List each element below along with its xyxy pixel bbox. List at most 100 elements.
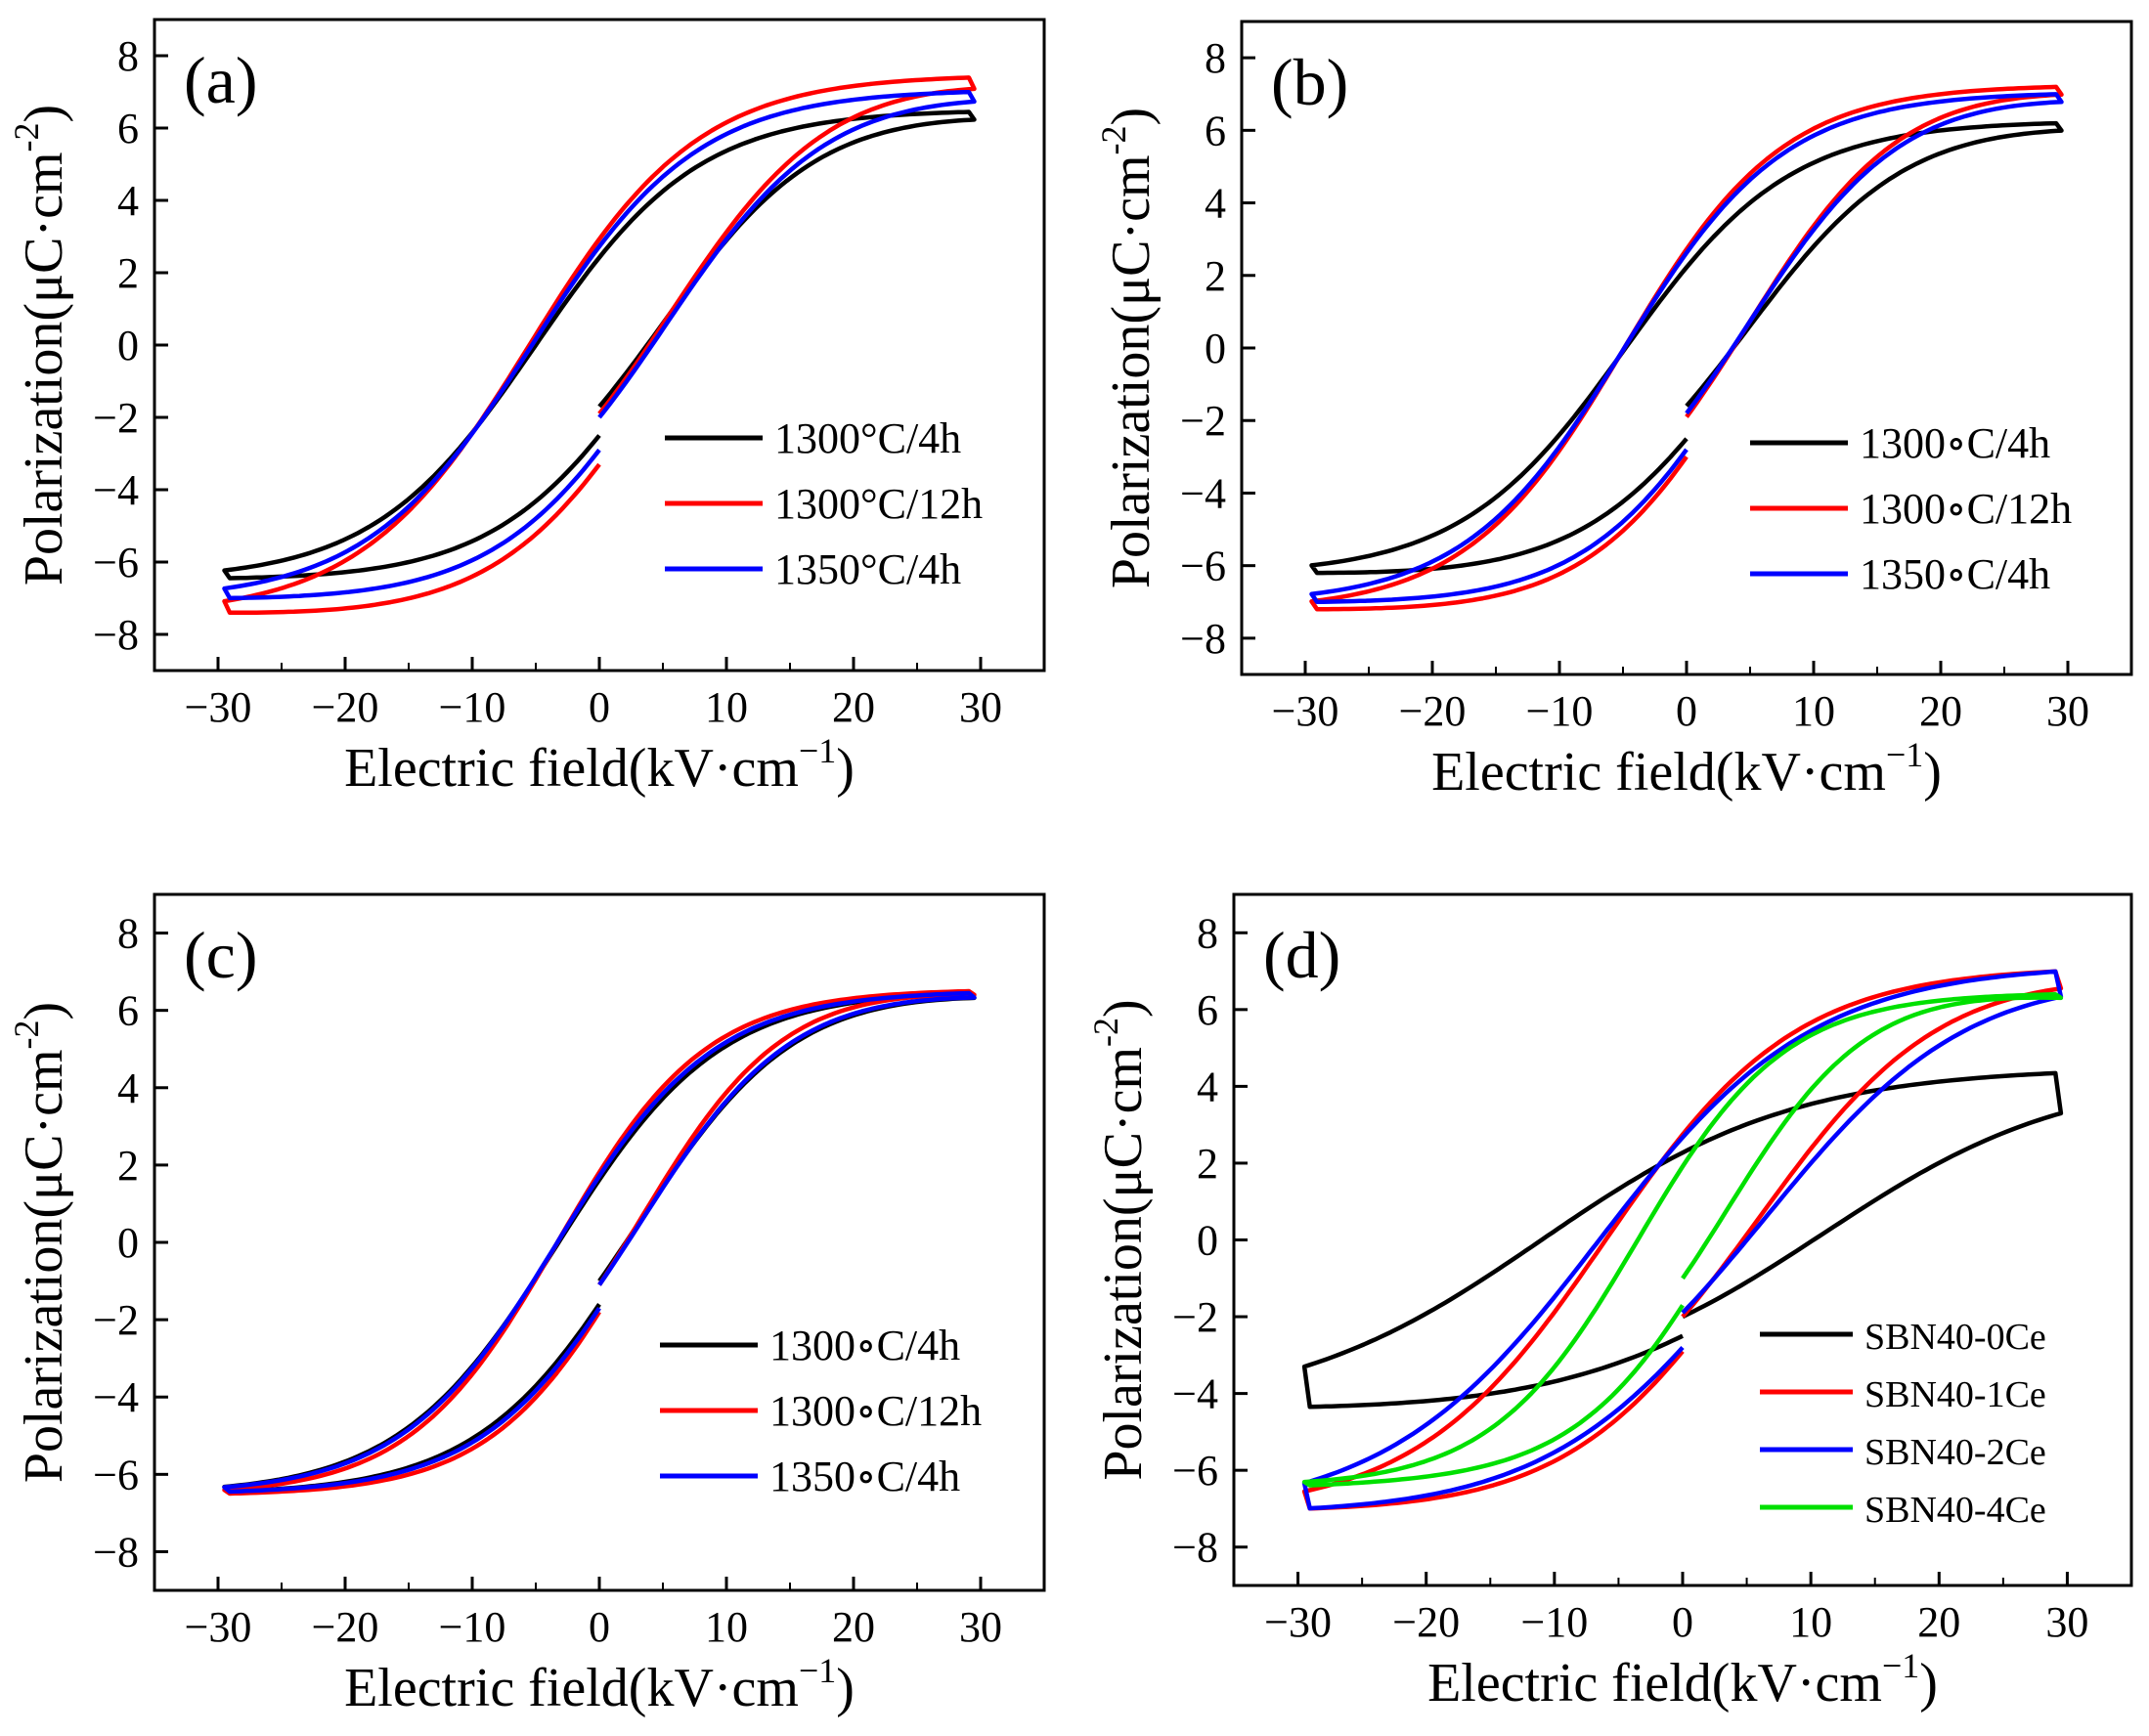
x-tick-label: 30 bbox=[2045, 1598, 2088, 1646]
y-axis-title: Polarization(μC·cm-2) bbox=[1086, 999, 1154, 1480]
x-tick-label: 30 bbox=[959, 1603, 1002, 1651]
legend-label-1: 1300°C/12h bbox=[774, 480, 983, 528]
y-tick-label: −2 bbox=[93, 1296, 139, 1344]
legend-label-1: SBN40-1Ce bbox=[1864, 1374, 2046, 1415]
x-tick-label: 10 bbox=[705, 683, 748, 731]
x-tick-label: −20 bbox=[1399, 687, 1467, 735]
y-tick-label: −6 bbox=[1180, 542, 1226, 590]
y-tick-label: −8 bbox=[93, 611, 139, 659]
y-tick-label: 4 bbox=[1197, 1063, 1218, 1110]
y-tick-label: −4 bbox=[1172, 1370, 1218, 1418]
x-tick-label: −30 bbox=[185, 683, 252, 731]
x-tick-label: 0 bbox=[1676, 687, 1697, 735]
series-line-0 bbox=[222, 109, 977, 581]
series-line-1 bbox=[222, 75, 977, 616]
series-line-2 bbox=[1309, 92, 2064, 604]
y-tick-label: −2 bbox=[1180, 397, 1226, 445]
y-tick-label: 6 bbox=[1197, 986, 1218, 1034]
x-axis-title: Electric field(kV·cm−1) bbox=[344, 731, 855, 799]
x-tick-label: 0 bbox=[1672, 1598, 1693, 1646]
y-tick-label: 8 bbox=[1197, 909, 1218, 957]
legend-label-0: 1300°C/4h bbox=[774, 414, 961, 462]
x-tick-label: 10 bbox=[1789, 1598, 1832, 1646]
x-axis-title: Electric field(kV·cm−1) bbox=[1431, 735, 1942, 803]
y-tick-label: 8 bbox=[117, 32, 139, 80]
y-tick-label: −8 bbox=[93, 1528, 139, 1576]
x-tick-label: −30 bbox=[1264, 1598, 1332, 1646]
y-tick-label: 8 bbox=[117, 910, 139, 958]
y-tick-label: 6 bbox=[117, 987, 139, 1035]
x-tick-label: −10 bbox=[1520, 1598, 1588, 1646]
y-axis-title: Polarization(μC·cm-2) bbox=[1094, 108, 1162, 588]
legend-label-1: 1300∘C/12h bbox=[1860, 485, 2072, 533]
x-axis-title: Electric field(kV·cm−1) bbox=[1427, 1646, 1938, 1714]
series-line-2 bbox=[222, 990, 977, 1495]
y-axis-title: Polarization(μC·cm-2) bbox=[7, 105, 74, 586]
legend-label-2: 1350°C/4h bbox=[774, 545, 961, 593]
y-tick-label: 2 bbox=[1197, 1140, 1218, 1188]
series-line-2 bbox=[1301, 969, 2064, 1511]
legend-label-2: 1350∘C/4h bbox=[769, 1453, 960, 1500]
y-tick-label: −4 bbox=[1180, 469, 1226, 517]
legend-label-2: 1350∘C/4h bbox=[1860, 550, 2050, 598]
x-tick-label: 20 bbox=[1917, 1598, 1960, 1646]
y-tick-label: 2 bbox=[1205, 252, 1226, 300]
y-tick-label: 8 bbox=[1205, 34, 1226, 82]
series-line-0 bbox=[1301, 1070, 2064, 1410]
x-tick-label: −20 bbox=[312, 683, 379, 731]
y-tick-label: 2 bbox=[117, 1142, 139, 1190]
y-tick-label: −8 bbox=[1172, 1524, 1218, 1572]
y-tick-label: 4 bbox=[117, 1064, 139, 1112]
x-tick-label: −30 bbox=[1272, 687, 1339, 735]
y-tick-label: 0 bbox=[117, 1219, 139, 1267]
x-tick-label: 10 bbox=[705, 1603, 748, 1651]
x-tick-label: −10 bbox=[439, 1603, 506, 1651]
y-tick-label: −4 bbox=[93, 466, 139, 514]
x-tick-label: 0 bbox=[589, 683, 610, 731]
y-tick-label: 0 bbox=[1197, 1217, 1218, 1265]
y-tick-label: 0 bbox=[117, 322, 139, 369]
legend-label-0: 1300∘C/4h bbox=[769, 1322, 960, 1369]
y-axis-title: Polarization(μC·cm-2) bbox=[7, 1002, 74, 1483]
y-tick-label: 2 bbox=[117, 249, 139, 297]
series-line-3 bbox=[1301, 991, 2064, 1488]
panel-label: (d) bbox=[1263, 918, 1340, 992]
legend-label-0: 1300∘C/4h bbox=[1860, 419, 2050, 467]
x-tick-label: 20 bbox=[832, 1603, 875, 1651]
x-tick-label: −30 bbox=[185, 1603, 252, 1651]
y-tick-label: 6 bbox=[117, 105, 139, 152]
y-tick-label: 4 bbox=[1205, 180, 1226, 228]
legend-label-3: SBN40-4Ce bbox=[1864, 1490, 2046, 1531]
y-tick-label: −4 bbox=[93, 1373, 139, 1421]
x-tick-label: 30 bbox=[2046, 687, 2089, 735]
series-line-2 bbox=[222, 89, 977, 601]
y-tick-label: 0 bbox=[1205, 325, 1226, 372]
legend-label-2: SBN40-2Ce bbox=[1864, 1432, 2046, 1473]
y-tick-label: 6 bbox=[1205, 107, 1226, 154]
y-tick-label: −2 bbox=[1172, 1293, 1218, 1341]
y-tick-label: −2 bbox=[93, 394, 139, 442]
x-tick-label: 10 bbox=[1792, 687, 1835, 735]
legend-label-0: SBN40-0Ce bbox=[1864, 1317, 2046, 1358]
x-tick-label: −10 bbox=[1526, 687, 1594, 735]
x-tick-label: 30 bbox=[959, 683, 1002, 731]
panel-label: (b) bbox=[1271, 45, 1348, 119]
x-tick-label: −20 bbox=[312, 1603, 379, 1651]
x-tick-label: −10 bbox=[439, 683, 506, 731]
x-tick-label: 0 bbox=[589, 1603, 610, 1651]
panel-label: (c) bbox=[184, 918, 257, 992]
y-tick-label: −6 bbox=[93, 1451, 139, 1498]
x-tick-label: 20 bbox=[832, 683, 875, 731]
legend-label-1: 1300∘C/12h bbox=[769, 1387, 982, 1435]
x-axis-title: Electric field(kV·cm−1) bbox=[344, 1651, 855, 1718]
panel-label: (a) bbox=[184, 43, 257, 117]
x-tick-label: 20 bbox=[1919, 687, 1962, 735]
y-tick-label: −6 bbox=[93, 539, 139, 586]
y-tick-label: −6 bbox=[1172, 1447, 1218, 1495]
x-tick-label: −20 bbox=[1392, 1598, 1460, 1646]
